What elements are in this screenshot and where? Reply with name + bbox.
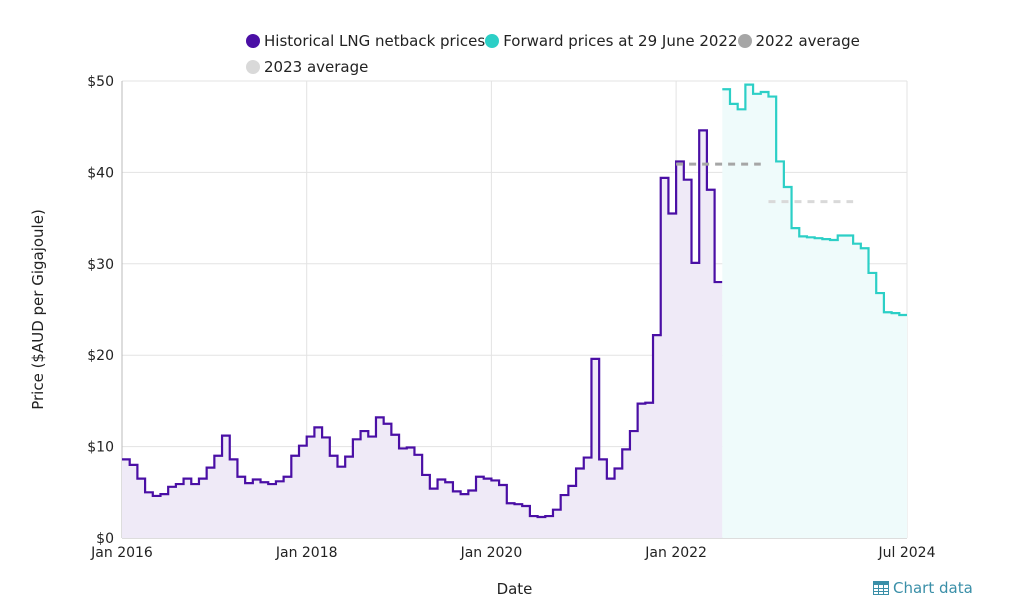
y-tick-label: $40 [87, 165, 114, 181]
legend-dot-icon [246, 60, 260, 74]
y-axis-title: Price ($AUD per Gigajoule) [29, 209, 47, 410]
legend: Historical LNG netback prices Forward pri… [246, 29, 936, 81]
legend-label: 2022 average [755, 32, 860, 50]
x-axis-title: Date [497, 580, 533, 598]
legend-label: 2023 average [264, 58, 369, 76]
legend-label: Historical LNG netback prices [264, 32, 486, 50]
series-area-1 [722, 84, 907, 538]
y-tick-label: $10 [87, 440, 114, 456]
legend-item[interactable]: 2023 average [246, 55, 368, 79]
series-area-0 [122, 130, 723, 538]
legend-dot-icon [737, 34, 752, 48]
y-tick-label: $0 [96, 531, 114, 547]
x-tick-label: Jan 2020 [460, 545, 523, 561]
chart-data-label: Chart data [893, 579, 973, 597]
legend-item[interactable]: Historical LNG netback prices [246, 29, 485, 53]
legend-dot-icon [485, 34, 500, 48]
y-tick-label: $50 [87, 74, 114, 90]
chart-data-link[interactable]: Chart data [873, 579, 973, 597]
x-tick-label: Jan 2016 [90, 545, 153, 561]
y-tick-label: $20 [87, 348, 114, 364]
series-line-0 [122, 129, 723, 519]
x-tick-label: Jan 2018 [275, 545, 338, 561]
series-line-1 [722, 83, 907, 317]
table-icon [873, 581, 889, 595]
legend-item[interactable]: Forward prices at 29 June 2022 [485, 29, 738, 53]
legend-dot-icon [246, 34, 260, 48]
x-tick-label: Jul 2024 [878, 545, 936, 561]
legend-item[interactable]: 2022 average [737, 29, 860, 53]
y-tick-label: $30 [87, 257, 114, 273]
x-tick-label: Jan 2022 [644, 545, 707, 561]
legend-label: Forward prices at 29 June 2022 [503, 32, 738, 50]
